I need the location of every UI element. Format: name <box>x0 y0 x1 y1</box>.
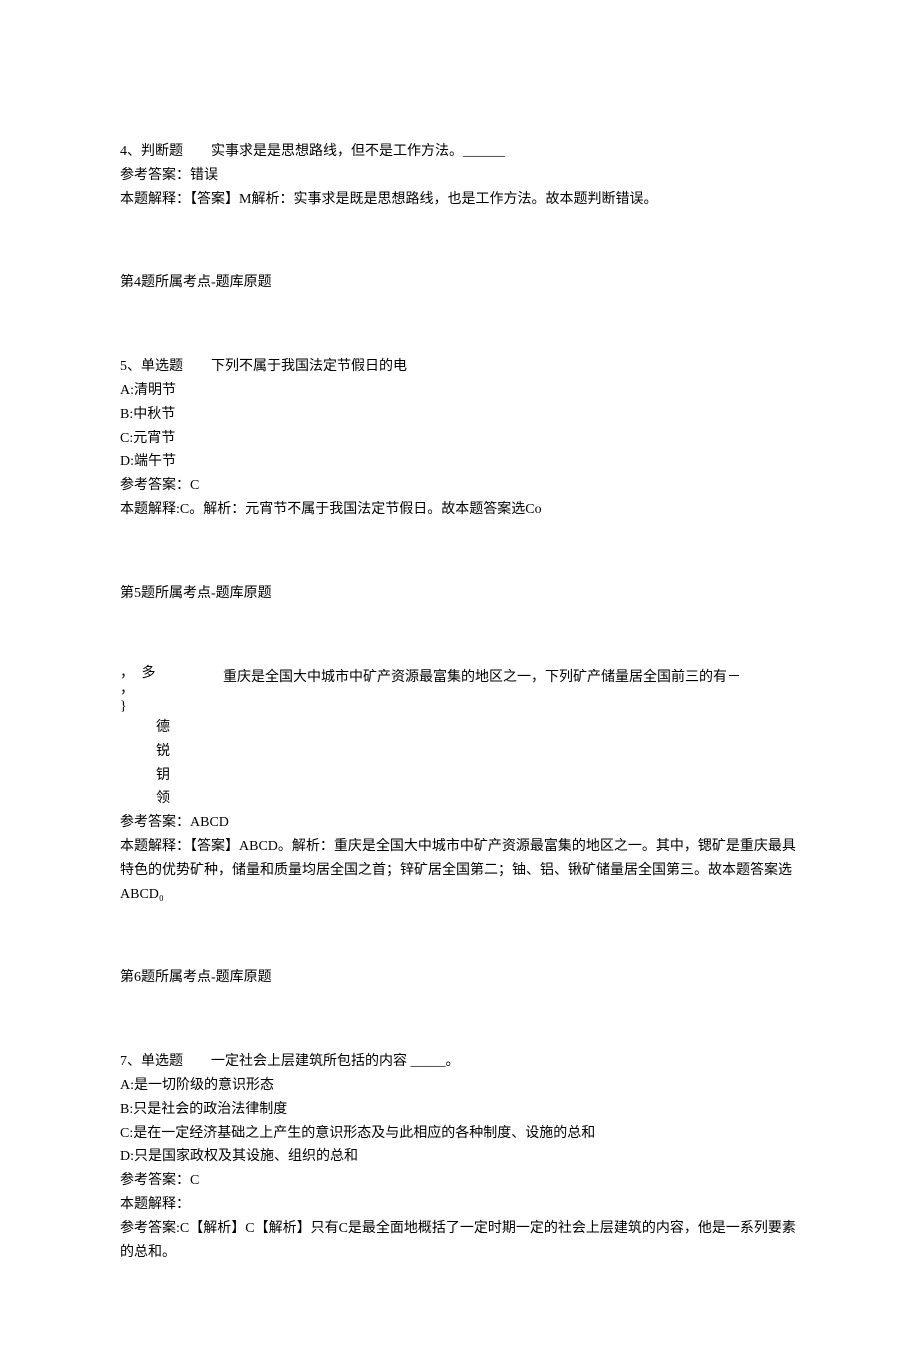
q6-opt-3: 钥 <box>156 764 800 788</box>
q4-answer: 参考答案：错误 <box>120 164 800 188</box>
q6-main-text: 重庆是全国大中城市中矿产资源最富集的地区之一，下列矿产储量居全国前三的有－ <box>223 666 741 690</box>
q5-option-c: C:元宵节 <box>120 427 800 451</box>
q6-tag: 第6题所属考点-题库原题 <box>120 966 800 990</box>
q6-opt-2: 锐 <box>156 740 800 764</box>
question-7: 7、单选题 一定社会上层建筑所包括的内容 _____。 A:是一切阶级的意识形态… <box>120 1050 800 1264</box>
question-4: 4、判断题 实事求是是思想路线，但不是工作方法。______ 参考答案：错误 本… <box>120 140 800 211</box>
q7-explain-label: 本题解释： <box>120 1193 800 1217</box>
q4-header: 4、判断题 实事求是是思想路线，但不是工作方法。______ <box>120 140 800 164</box>
q7-option-c: C:是在一定经济基础之上产生的意识形态及与此相应的各种制度、设施的总和 <box>120 1122 800 1146</box>
q7-option-b: B:只是社会的政治法律制度 <box>120 1098 800 1122</box>
q5-tag: 第5题所属考点-题库原题 <box>120 582 800 606</box>
q6-opt-1: 德 <box>156 716 800 740</box>
q6-vertical-marks: ， ， } <box>120 666 138 716</box>
q5-option-b: B:中秋节 <box>120 403 800 427</box>
q5-option-a: A:清明节 <box>120 379 800 403</box>
q6-side-col: 多 <box>142 666 160 683</box>
question-6: ， ， } 多 重庆是全国大中城市中矿产资源最富集的地区之一，下列矿产储量居全国… <box>120 666 800 907</box>
q7-header: 7、单选题 一定社会上层建筑所包括的内容 _____。 <box>120 1050 800 1074</box>
q6-opt-4: 领 <box>156 787 800 811</box>
q7-explain: 参考答案:C【解析】C【解析】只有C是最全面地概括了一定时期一定的社会上层建筑的… <box>120 1217 800 1265</box>
q6-explain: 本题解释：【答案】ABCD。解析：重庆是全国大中城市中矿产资源最富集的地区之一。… <box>120 835 800 906</box>
q5-header: 5、单选题 下列不属于我国法定节假日的电 <box>120 355 800 379</box>
q6-answer: 参考答案：ABCD <box>120 811 800 835</box>
question-5: 5、单选题 下列不属于我国法定节假日的电 A:清明节 B:中秋节 C:元宵节 D… <box>120 355 800 522</box>
q7-option-a: A:是一切阶级的意识形态 <box>120 1074 800 1098</box>
q5-answer: 参考答案：C <box>120 474 800 498</box>
q6-v1: ， <box>120 666 138 683</box>
q4-explain: 本题解释：【答案】M解析：实事求是既是思想路线，也是工作方法。故本题判断错误。 <box>120 188 800 212</box>
q7-answer: 参考答案：C <box>120 1169 800 1193</box>
q6-v2: ， <box>120 682 138 699</box>
q6-v3: } <box>120 699 138 716</box>
q6-options: 德 锐 钥 领 <box>156 716 800 811</box>
q7-option-d: D:只是国家政权及其设施、组织的总和 <box>120 1145 800 1169</box>
q5-explain: 本题解释:C。解析：元宵节不属于我国法定节假日。故本题答案选Co <box>120 498 800 522</box>
q6-side1: 多 <box>142 666 160 683</box>
q4-tag: 第4题所属考点-题库原题 <box>120 271 800 295</box>
q5-option-d: D:端午节 <box>120 450 800 474</box>
